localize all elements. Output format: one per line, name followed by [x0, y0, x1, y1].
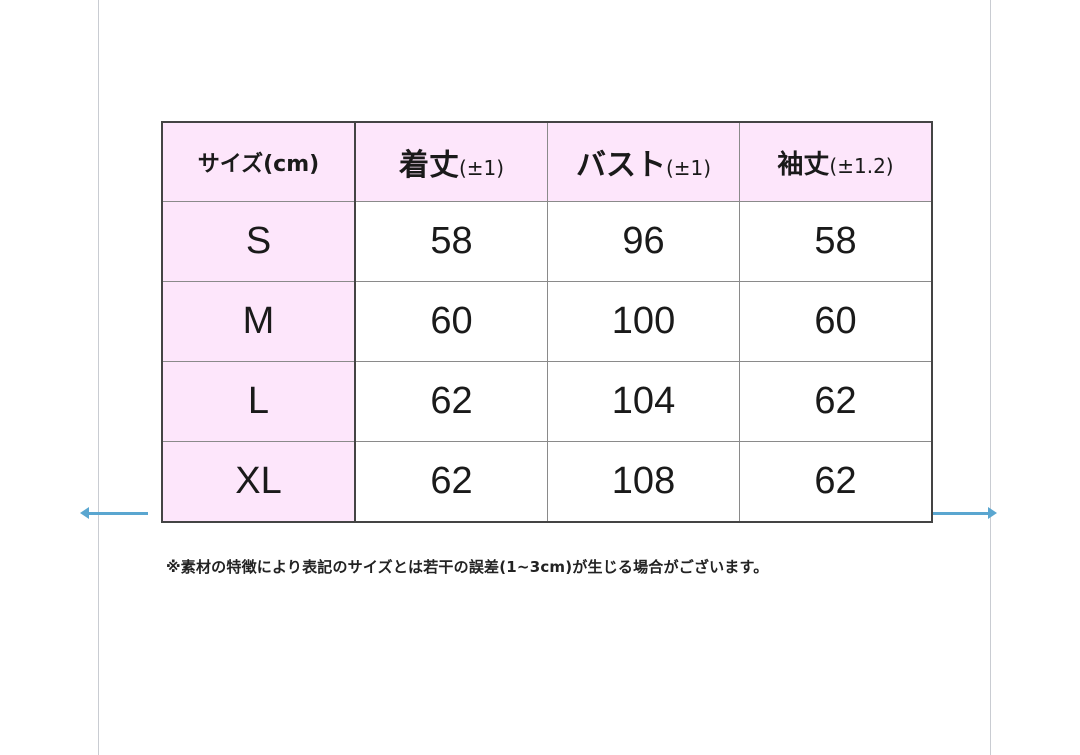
header-size: サイズ(cm)	[161, 121, 356, 202]
header-bust-tolerance: (±1)	[665, 156, 712, 180]
page-border-left	[98, 0, 99, 755]
table-row: S 58 96 58	[161, 201, 933, 282]
header-bust-label: バスト	[575, 148, 666, 183]
arrow-left-icon	[80, 507, 148, 519]
sleeve-cell: 58	[739, 201, 933, 282]
bust-cell: 104	[547, 361, 740, 442]
table-row: XL 62 108 62	[161, 441, 933, 523]
size-note: ※素材の特徴により表記のサイズとは若干の誤差(1~3cm)が生じる場合がございま…	[166, 558, 769, 576]
sleeve-cell: 60	[739, 281, 933, 362]
bust-cell: 96	[547, 201, 740, 282]
table-row: L 62 104 62	[161, 361, 933, 442]
header-sleeve: 袖丈(±1.2)	[739, 121, 933, 202]
sleeve-cell: 62	[739, 361, 933, 442]
arrow-right-icon	[931, 507, 997, 519]
size-cell: S	[161, 201, 356, 282]
length-cell: 58	[354, 201, 548, 282]
size-cell: L	[161, 361, 356, 442]
header-sleeve-tolerance: (±1.2)	[829, 153, 894, 178]
bust-cell: 108	[547, 441, 740, 523]
length-cell: 62	[354, 441, 548, 523]
size-cell: XL	[161, 441, 356, 523]
header-length: 着丈(±1)	[354, 121, 548, 202]
header-bust: バスト(±1)	[547, 121, 740, 202]
header-size-label: サイズ(cm)	[197, 152, 320, 177]
page-border-right	[990, 0, 991, 755]
header-length-label: 着丈	[398, 148, 459, 183]
size-chart-table: サイズ(cm) 着丈(±1) バスト(±1) 袖丈(±1.2) S 58 96 …	[161, 121, 933, 523]
header-sleeve-label: 袖丈	[777, 149, 830, 180]
header-row: サイズ(cm) 着丈(±1) バスト(±1) 袖丈(±1.2)	[161, 121, 933, 202]
length-cell: 62	[354, 361, 548, 442]
table-row: M 60 100 60	[161, 281, 933, 362]
size-cell: M	[161, 281, 356, 362]
length-cell: 60	[354, 281, 548, 362]
header-length-tolerance: (±1)	[458, 156, 505, 180]
bust-cell: 100	[547, 281, 740, 362]
sleeve-cell: 62	[739, 441, 933, 523]
